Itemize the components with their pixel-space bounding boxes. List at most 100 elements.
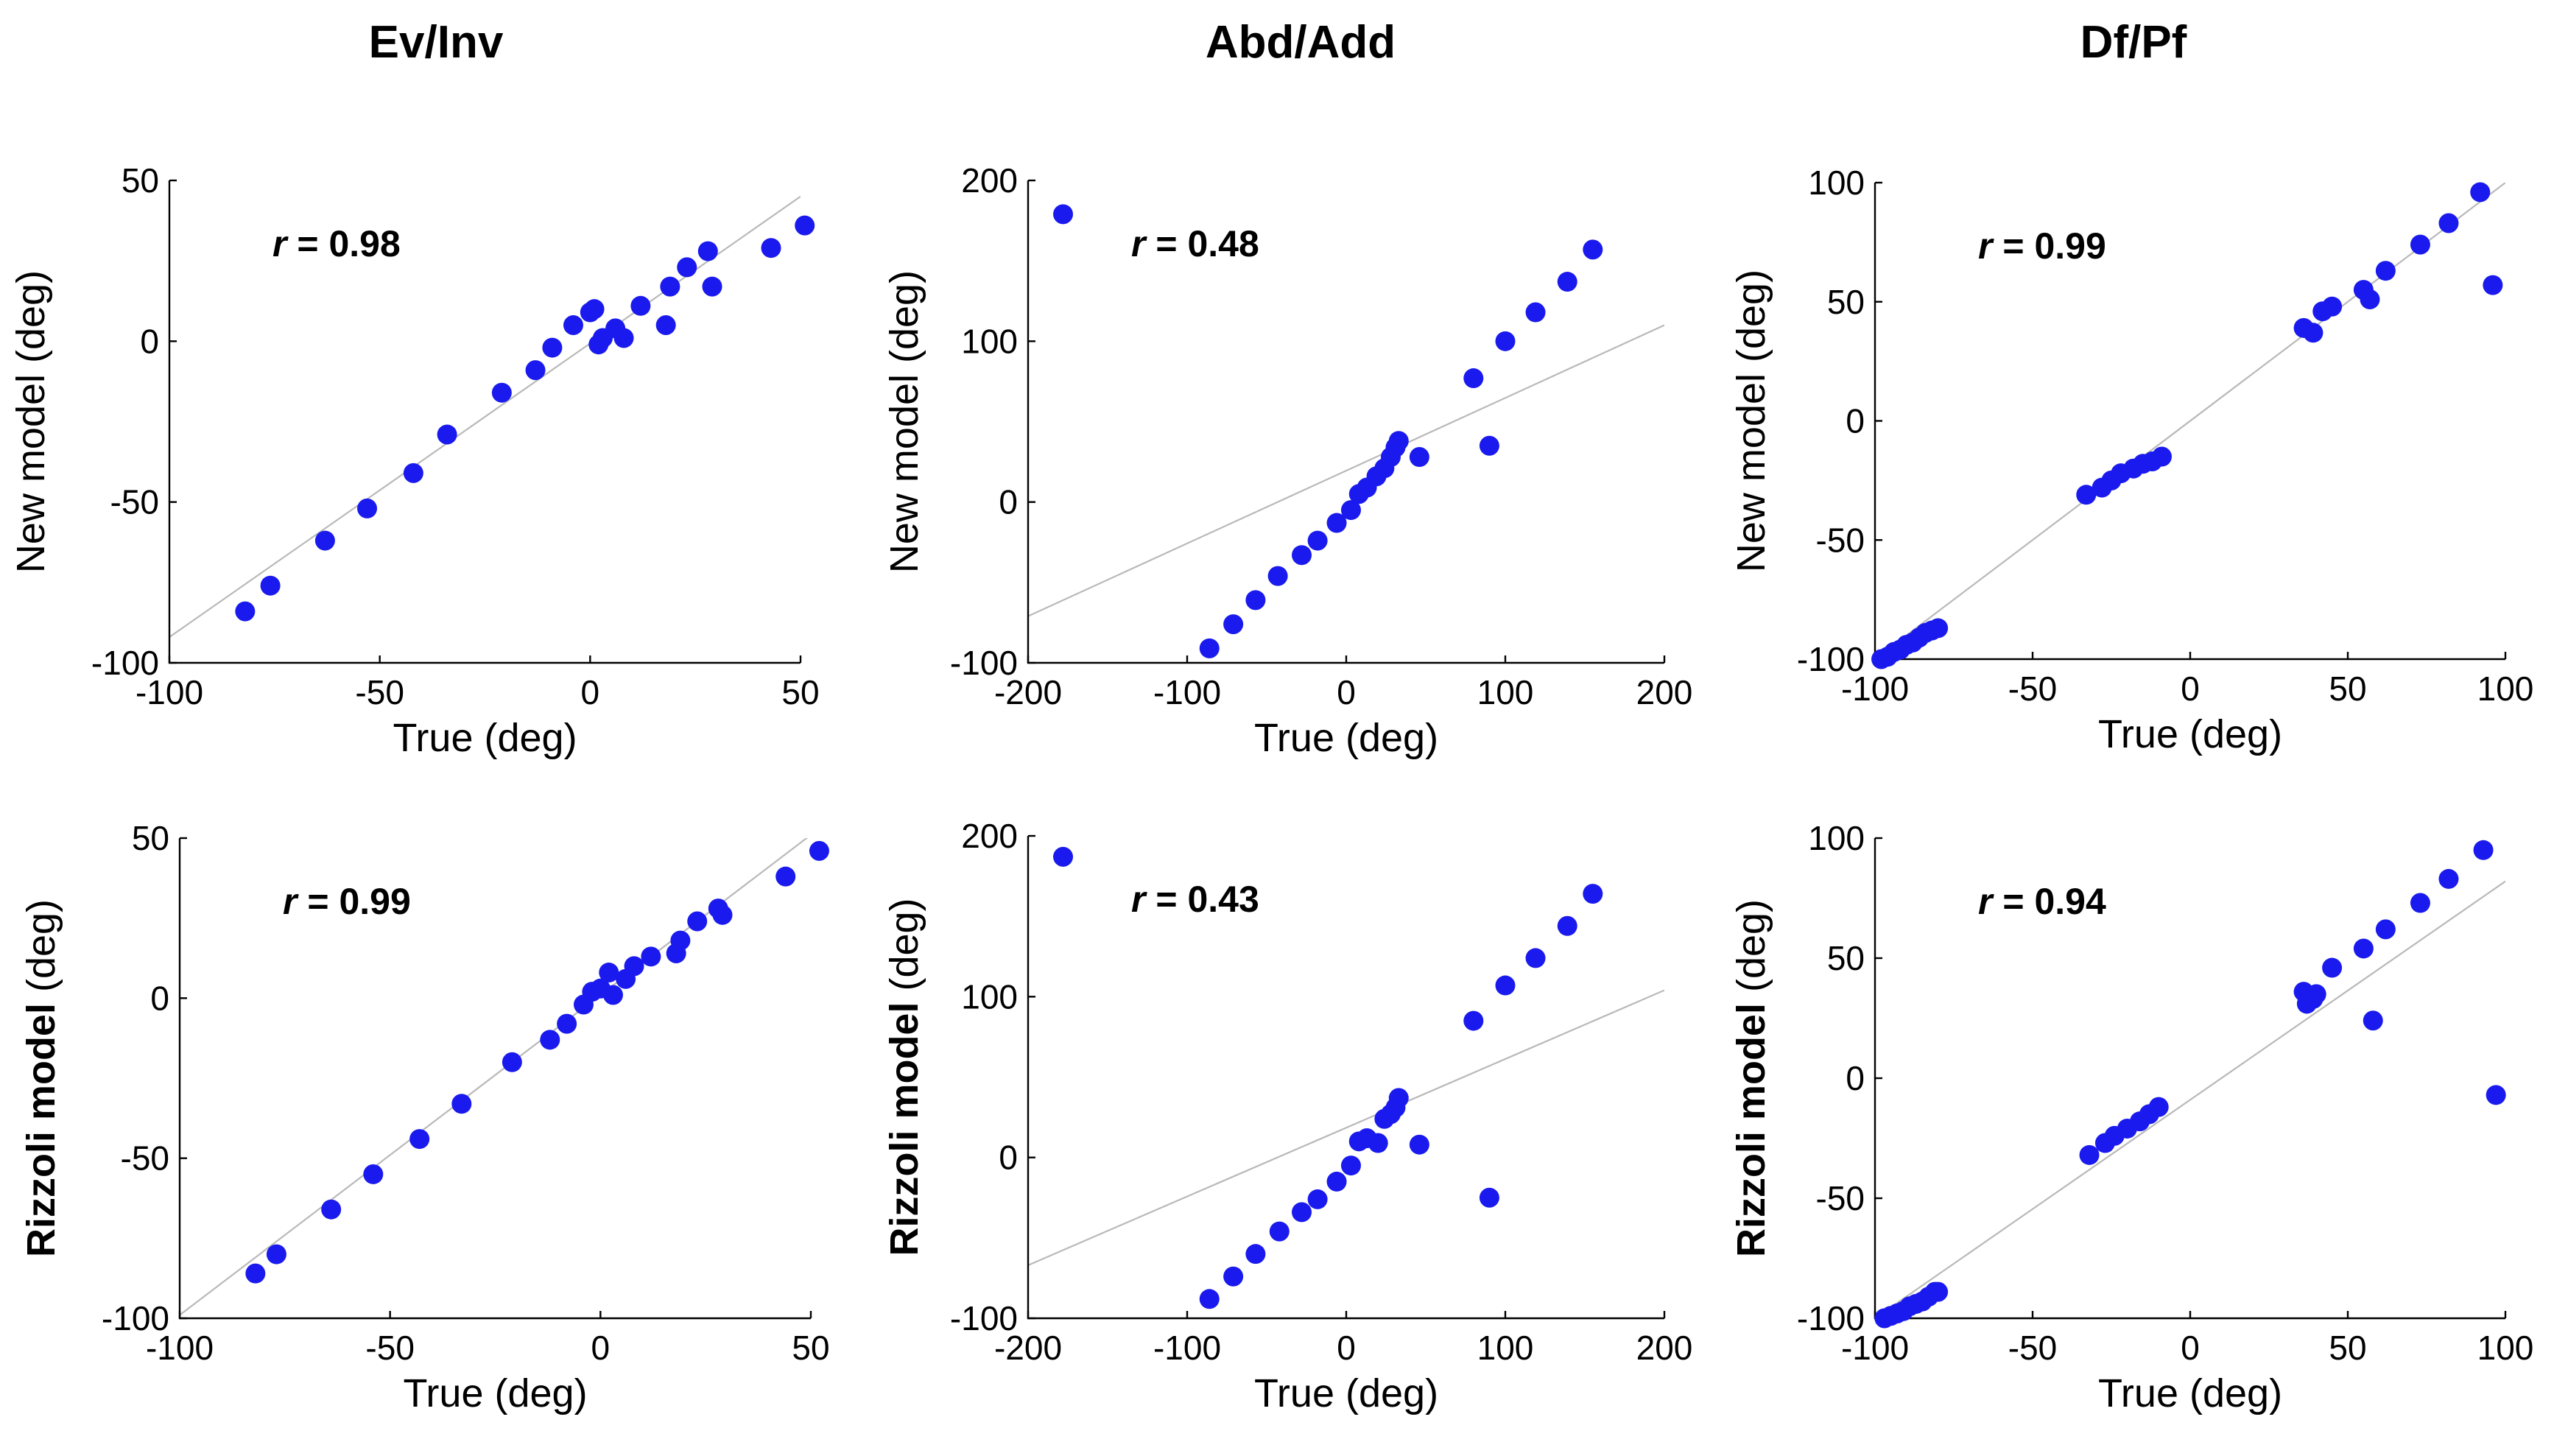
- data-point: [602, 985, 623, 1005]
- data-point: [1463, 1010, 1484, 1031]
- column-title-abd-add: Abd/Add: [1205, 17, 1396, 68]
- data-point: [1307, 530, 1328, 551]
- data-point: [2322, 957, 2343, 978]
- x-tick-label: 0: [2181, 669, 2200, 708]
- y-tick-label: 100: [961, 977, 1018, 1016]
- y-tick-label: 50: [132, 819, 169, 857]
- data-point: [1388, 1088, 1409, 1108]
- y-tick-label: 0: [140, 322, 159, 360]
- axes: [1027, 836, 1664, 1320]
- x-tick-label: -100: [136, 673, 203, 711]
- x-tick-label: -50: [355, 673, 404, 711]
- y-tick-label: 50: [1827, 939, 1865, 977]
- data-point: [1583, 884, 1603, 904]
- y-tick-label: 100: [1808, 819, 1865, 857]
- x-tick-label: 0: [1337, 673, 1356, 711]
- y-tick-label: -50: [121, 1139, 169, 1178]
- data-point: [1199, 1289, 1220, 1309]
- data-point: [2410, 893, 2430, 913]
- x-tick-label: 100: [1477, 1329, 1534, 1367]
- data-point: [1368, 1133, 1388, 1153]
- y-tick-label: -100: [91, 644, 159, 682]
- axes: [1027, 180, 1664, 664]
- x-axis-label: True (deg): [1254, 716, 1438, 760]
- x-axis-label: True (deg): [2098, 1371, 2282, 1415]
- data-point: [266, 1244, 286, 1265]
- data-point: [1223, 1266, 1244, 1287]
- reference-line: [180, 838, 809, 1316]
- x-axis-label: True (deg): [403, 1371, 587, 1415]
- data-point: [660, 276, 680, 297]
- correlation-label: r = 0.98: [272, 223, 401, 264]
- x-axis-label: True (deg): [1254, 1371, 1438, 1415]
- y-tick-label: 200: [961, 161, 1018, 200]
- y-tick-label: 100: [1808, 163, 1865, 202]
- data-point: [502, 1052, 522, 1072]
- data-point: [677, 257, 697, 278]
- data-point: [2360, 289, 2380, 310]
- x-tick-label: 50: [2329, 1329, 2366, 1367]
- y-tick-label: 50: [122, 161, 159, 200]
- data-point: [1388, 431, 1409, 451]
- data-point: [1292, 545, 1312, 566]
- x-tick-label: 200: [1636, 1329, 1693, 1367]
- data-point: [525, 360, 546, 381]
- data-point: [245, 1263, 266, 1284]
- data-point: [2079, 1144, 2100, 1165]
- x-tick-label: -100: [1153, 1329, 1221, 1367]
- y-axis-label: New model (deg): [9, 270, 53, 573]
- x-axis-label: True (deg): [393, 716, 577, 760]
- y-axis-label: Rizzoli model (deg): [19, 899, 63, 1257]
- x-tick-label: 0: [1337, 1329, 1356, 1367]
- correlation-label: r = 0.48: [1131, 223, 1259, 264]
- data-point: [1409, 447, 1429, 468]
- data-point: [1495, 975, 1516, 996]
- y-tick-label: -100: [950, 644, 1018, 682]
- data-point: [1525, 948, 1546, 968]
- x-tick-label: 100: [2477, 1329, 2534, 1367]
- data-point: [1340, 1156, 1361, 1176]
- reference-line: [1875, 183, 2505, 659]
- x-tick-label: 50: [792, 1329, 829, 1367]
- x-tick-label: 50: [2329, 669, 2366, 708]
- x-tick-label: 0: [2181, 1329, 2200, 1367]
- data-point: [542, 337, 563, 358]
- data-point: [1267, 566, 1288, 586]
- data-point: [630, 295, 651, 316]
- y-tick-label: -100: [102, 1299, 169, 1337]
- data-point: [1557, 915, 1577, 936]
- column-title-ev-inv: Ev/Inv: [368, 17, 504, 68]
- data-point: [641, 946, 661, 967]
- x-tick-label: 0: [581, 673, 600, 711]
- data-point: [1223, 614, 1244, 635]
- data-point: [409, 1129, 430, 1150]
- y-tick-label: -50: [110, 483, 159, 521]
- column-title-df-pf: Df/Pf: [2080, 17, 2187, 68]
- y-axis-label: Rizzoli model (deg): [882, 898, 926, 1256]
- data-point: [1479, 435, 1499, 456]
- data-point: [1326, 513, 1347, 533]
- data-point: [697, 241, 718, 261]
- data-point: [761, 238, 781, 259]
- data-point: [1479, 1187, 1499, 1208]
- data-point: [491, 382, 512, 403]
- data-point: [357, 498, 378, 518]
- data-point: [702, 276, 722, 297]
- y-tick-label: 50: [1827, 283, 1865, 321]
- y-tick-label: 200: [961, 817, 1018, 855]
- data-point: [2470, 182, 2491, 203]
- y-axis-label: Rizzoli model (deg): [1729, 899, 1773, 1257]
- x-tick-label: -100: [1153, 673, 1221, 711]
- data-point: [2438, 213, 2459, 233]
- axes: [1874, 838, 2505, 1320]
- data-point: [1269, 1221, 1290, 1242]
- data-point: [670, 930, 691, 951]
- x-tick-label: 100: [2477, 669, 2534, 708]
- data-point: [1199, 638, 1220, 658]
- x-tick-label: -100: [1841, 1329, 1909, 1367]
- data-point: [584, 299, 605, 320]
- data-point: [260, 575, 281, 596]
- data-point: [314, 530, 335, 551]
- panel-6: -100 -50 0 50 100 -100 -50 0 50 100 True (deg) Rizz…: [1729, 819, 2533, 1415]
